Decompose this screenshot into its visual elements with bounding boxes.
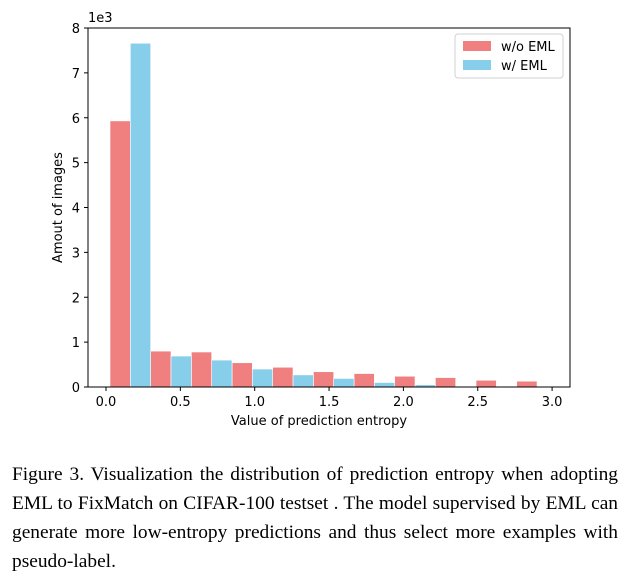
x-tick-label: 0.0 (96, 395, 117, 410)
bar-without-eml-0 (109, 120, 131, 388)
legend-label-with-eml: w/ EML (501, 59, 548, 74)
bar-with-eml-5 (333, 378, 355, 388)
bar-without-eml-8 (435, 377, 457, 388)
bar-without-eml-6 (353, 373, 375, 388)
bar-with-eml-2 (211, 359, 233, 388)
bar-with-eml-6 (374, 382, 396, 388)
y-tick-label: 1 (72, 336, 80, 351)
x-tick-label: 2.0 (393, 395, 414, 410)
x-tick-label: 0.5 (170, 395, 191, 410)
bar-with-eml-4 (292, 374, 314, 388)
bar-with-eml-1 (170, 355, 192, 388)
bar-without-eml-3 (231, 362, 253, 388)
y-tick-label: 4 (72, 202, 80, 217)
y-axis-ticks: 0 1 2 3 4 5 6 7 8 (72, 22, 88, 396)
x-tick-label: 1.0 (244, 395, 265, 410)
bar-with-eml-3 (252, 368, 273, 388)
bars-group (109, 42, 538, 388)
bar-without-eml-9 (475, 379, 497, 388)
y-tick-label: 3 (72, 246, 80, 261)
y-tick-label: 6 (72, 112, 80, 127)
bar-without-eml-10 (516, 380, 538, 388)
y-tick-label: 0 (72, 381, 80, 396)
bar-without-eml-1 (150, 350, 172, 388)
axes-frame (87, 27, 571, 388)
bar-without-eml-2 (191, 351, 212, 388)
bar-with-eml-0 (130, 42, 151, 388)
bar-without-eml-5 (313, 371, 334, 388)
bar-without-eml-7 (394, 375, 416, 388)
y-tick-label: 8 (72, 22, 80, 37)
legend-swatch-with-eml (463, 60, 491, 70)
legend: w/o EML w/ EML (454, 33, 564, 79)
x-tick-label: 3.0 (542, 395, 563, 410)
legend-swatch-without-eml (463, 41, 491, 51)
bar-without-eml-4 (272, 366, 294, 388)
y-tick-label: 2 (72, 291, 80, 306)
x-axis-ticks: 0.0 0.5 1.0 1.5 2.0 2.5 3.0 (96, 387, 563, 410)
x-tick-label: 1.5 (319, 395, 340, 410)
y-tick-label: 5 (72, 157, 80, 172)
x-axis-label: Value of prediction entropy (231, 414, 407, 429)
histogram-chart: 0 1 2 3 4 5 6 7 8 0.0 0.5 1.0 1.5 2.0 2.5 3.0 1e3 Valu… (51, 11, 571, 429)
y-tick-label: 7 (72, 67, 80, 82)
y-axis-label: Amout of images (51, 152, 66, 263)
legend-label-without-eml: w/o EML (501, 40, 556, 55)
y-offset-label: 1e3 (88, 11, 113, 26)
x-tick-label: 2.5 (467, 395, 488, 410)
figure-caption: Figure 3. Visualization the distribution… (12, 464, 618, 572)
